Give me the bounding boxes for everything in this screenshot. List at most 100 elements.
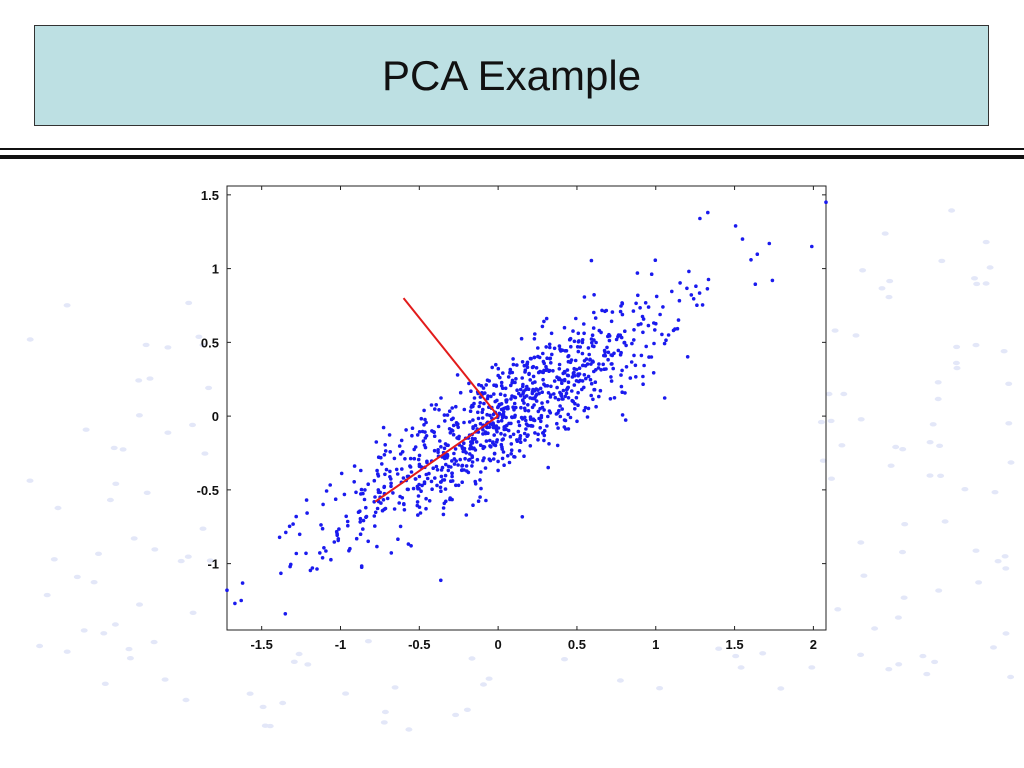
scatter-point: [427, 499, 432, 503]
scatter-point: [530, 391, 535, 396]
scatter-point: [358, 520, 363, 524]
scatter-point: [476, 416, 481, 421]
scatter-point: [336, 537, 341, 541]
scatter-point: [526, 403, 530, 407]
background-dot: [63, 649, 71, 654]
scatter-point: [451, 423, 456, 428]
background-dot: [266, 723, 274, 729]
scatter-point: [495, 429, 499, 434]
scatter-point: [480, 410, 485, 415]
scatter-point: [664, 338, 668, 343]
scatter-point: [560, 348, 564, 353]
scatter-point: [376, 474, 381, 478]
scatter-point: [452, 457, 457, 461]
scatter-point: [542, 408, 546, 412]
scatter-point: [373, 495, 377, 499]
background-dot: [36, 643, 44, 649]
scatter-point: [502, 463, 506, 468]
scatter-point: [652, 321, 656, 325]
scatter-point: [540, 324, 545, 329]
scatter-point: [337, 527, 341, 531]
scatter-point: [678, 281, 682, 285]
scatter-point: [465, 469, 469, 473]
scatter-point: [568, 336, 573, 341]
scatter-point: [410, 433, 414, 438]
scatter-point: [324, 549, 328, 553]
scatter-point: [524, 422, 529, 426]
scatter-point: [598, 388, 603, 393]
scatter-point: [545, 367, 549, 372]
scatter-point: [493, 399, 498, 404]
scatter-point: [559, 378, 564, 383]
scatter-point: [524, 418, 528, 423]
scatter-point: [572, 383, 577, 387]
scatter-point: [437, 408, 441, 412]
scatter-point: [363, 488, 367, 492]
scatter-point: [582, 295, 587, 299]
scatter-point: [417, 453, 422, 458]
scatter-point: [594, 340, 598, 345]
scatter-point: [294, 514, 299, 519]
scatter-point: [620, 413, 625, 417]
scatter-point: [310, 566, 315, 570]
background-dot: [50, 557, 58, 562]
scatter-point: [606, 350, 611, 355]
scatter-point: [509, 397, 513, 401]
background-dot: [991, 490, 999, 495]
scatter-point: [546, 465, 550, 470]
background-dot: [290, 659, 298, 664]
scatter-point: [492, 452, 497, 456]
scatter-point: [445, 413, 450, 417]
scatter-point: [374, 440, 379, 444]
scatter-point: [488, 413, 492, 418]
scatter-point: [641, 317, 646, 321]
scatter-point: [291, 522, 295, 526]
background-dot: [463, 707, 471, 712]
scatter-point: [606, 357, 610, 362]
scatter-point: [545, 384, 550, 388]
scatter-point: [536, 432, 540, 437]
scatter-point: [454, 483, 458, 488]
background-dot: [923, 671, 931, 677]
scatter-point: [634, 301, 638, 306]
scatter-point: [755, 252, 760, 256]
scatter-point: [573, 401, 577, 406]
background-dot: [972, 548, 980, 553]
scatter-point: [580, 363, 585, 368]
scatter-point: [523, 370, 527, 374]
background-dot: [177, 558, 185, 564]
scatter-point: [483, 466, 488, 470]
scatter-point: [586, 374, 591, 379]
background-dot: [919, 653, 927, 659]
scatter-point: [427, 471, 431, 476]
scatter-point: [387, 433, 392, 437]
scatter-point: [547, 442, 551, 446]
scatter-point: [588, 377, 593, 382]
scatter-point: [590, 359, 595, 364]
scatter-point: [576, 403, 580, 408]
y-tick-label: 1.5: [201, 188, 219, 203]
background-dot: [840, 391, 848, 397]
scatter-point: [352, 480, 357, 484]
scatter-point: [417, 462, 422, 467]
scatter-point: [439, 489, 443, 494]
background-dot: [616, 678, 624, 683]
divider-thick: [0, 155, 1024, 159]
scatter-point: [501, 450, 506, 454]
scatter-point: [477, 404, 482, 409]
scatter-point: [366, 539, 371, 544]
scatter-point: [642, 363, 646, 368]
scatter-point: [623, 391, 627, 395]
background-dot: [391, 685, 399, 690]
scatter-point: [328, 483, 333, 487]
scatter-point: [534, 393, 538, 398]
background-dot: [468, 656, 476, 661]
scatter-point: [589, 337, 594, 341]
scatter-point: [417, 486, 421, 491]
scatter-point: [582, 408, 586, 413]
scatter-point: [623, 418, 628, 422]
scatter-point: [354, 490, 358, 495]
scatter-point: [572, 366, 576, 371]
scatter-point: [506, 454, 510, 458]
scatter-point: [614, 337, 619, 342]
